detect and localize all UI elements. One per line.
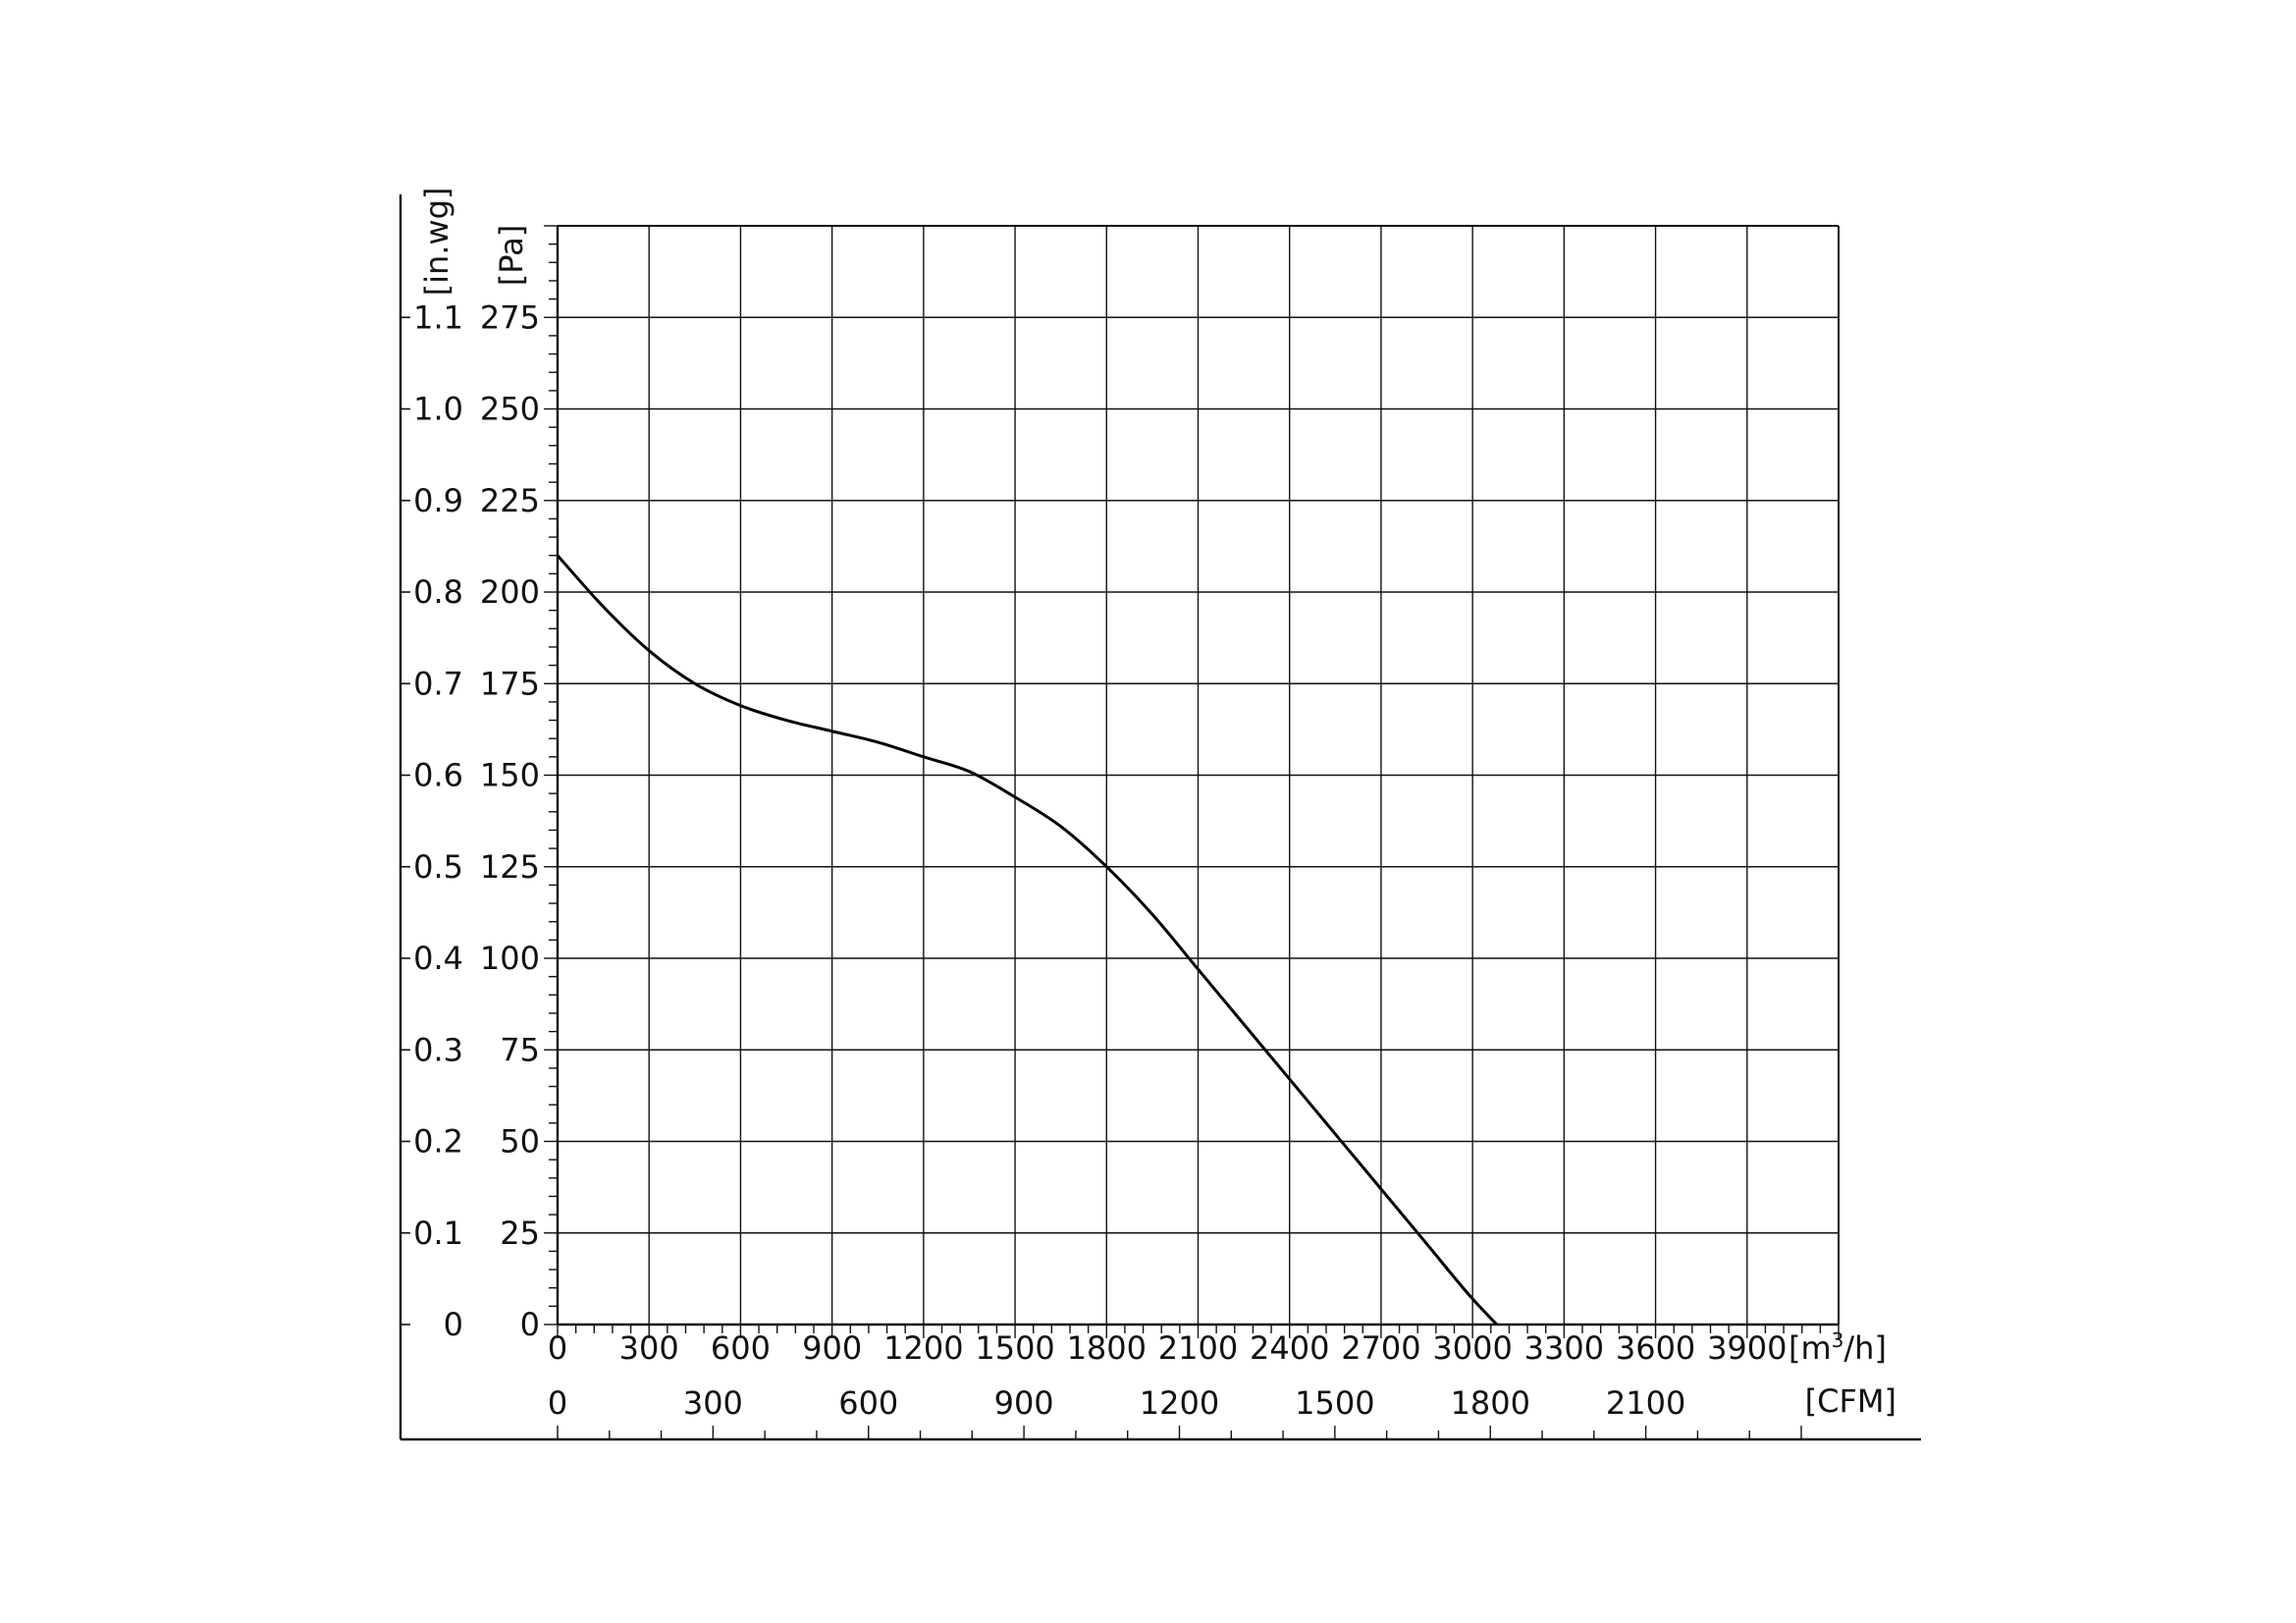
pa-tick-label: 275: [480, 298, 540, 336]
cfm-tick-label: 900: [994, 1384, 1054, 1422]
pa-tick-label: 0: [520, 1306, 540, 1343]
curve-layer: [558, 554, 1499, 1325]
cfm-tick-label: 0: [548, 1384, 567, 1422]
m3h-tick-label: 3000: [1432, 1329, 1512, 1367]
grid-lines: [558, 226, 1839, 1325]
cfm-unit-label: [CFM]: [1805, 1382, 1896, 1420]
pa-tick-label: 175: [480, 665, 540, 702]
m3h-tick-label: 3300: [1524, 1329, 1604, 1367]
m3h-tick-label: 2700: [1341, 1329, 1420, 1367]
m3h-tick-label: 1200: [883, 1329, 963, 1367]
pa-tick-label: 75: [500, 1031, 540, 1068]
cfm-tick-label: 1800: [1451, 1384, 1530, 1422]
pa-unit-label: [Pa]: [493, 225, 530, 286]
cfm-tick-label: 1500: [1295, 1384, 1374, 1422]
pa-tick-label: 125: [480, 848, 540, 886]
cfm-tick-label: 1200: [1140, 1384, 1219, 1422]
m3h-tick-label: 3600: [1616, 1329, 1695, 1367]
pa-tick-label: 200: [480, 573, 540, 611]
inwg-tick-label: 0: [444, 1306, 463, 1343]
axis-ticks: [400, 225, 1840, 1439]
m3h-tick-label: 1500: [975, 1329, 1054, 1367]
m3h-tick-label: 0: [548, 1329, 567, 1367]
inwg-tick-label: 0.6: [413, 757, 463, 794]
pa-tick-label: 25: [500, 1215, 540, 1252]
m3h-tick-label: 600: [711, 1329, 771, 1367]
pa-tick-label: 225: [480, 482, 540, 519]
pa-tick-label: 150: [480, 757, 540, 794]
inwg-tick-label: 1.0: [413, 391, 463, 428]
m3h-tick-label: 300: [619, 1329, 679, 1367]
inwg-tick-label: 0.4: [413, 940, 463, 977]
m3h-tick-label: 3900: [1707, 1329, 1787, 1367]
inwg-tick-label: 0.3: [413, 1031, 463, 1068]
inwg-tick-label: 0.7: [413, 665, 463, 702]
m3h-tick-label: 2400: [1250, 1329, 1329, 1367]
inwg-unit-label: [in.wg]: [418, 188, 455, 297]
pa-tick-label: 250: [480, 391, 540, 428]
pressure-curve: [558, 554, 1499, 1325]
m3h-tick-label: 900: [802, 1329, 862, 1367]
m3h-tick-label: 2100: [1158, 1329, 1238, 1367]
inwg-tick-label: 0.2: [413, 1123, 463, 1161]
inwg-tick-label: 0.5: [413, 848, 463, 886]
pa-tick-label: 100: [480, 940, 540, 977]
pa-tick-label: 50: [500, 1123, 540, 1161]
inwg-tick-label: 0.1: [413, 1215, 463, 1252]
tick-labels: 0 25 50 75 100 125 150 175 200 225 250 275 0 0.1 0.2 0.…: [413, 188, 1896, 1422]
cfm-tick-label: 2100: [1606, 1384, 1685, 1422]
inwg-tick-label: 0.8: [413, 573, 463, 611]
m3h-tick-label: 1800: [1067, 1329, 1147, 1367]
cfm-tick-label: 600: [838, 1384, 898, 1422]
m3h-unit-label: [m3/h]: [1789, 1328, 1887, 1367]
inwg-tick-label: 0.9: [413, 482, 463, 519]
cfm-tick-label: 300: [683, 1384, 743, 1422]
outer-frame: [399, 194, 1921, 1441]
inwg-tick-label: 1.1: [413, 298, 463, 336]
